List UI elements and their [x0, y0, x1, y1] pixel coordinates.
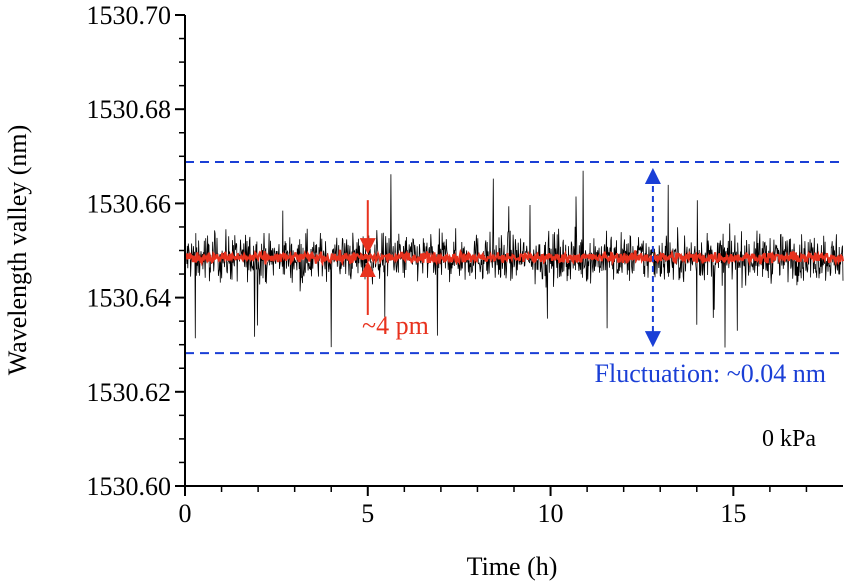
y-tick-label: 1530.66 [87, 189, 172, 218]
x-tick-label: 10 [538, 499, 564, 528]
data-traces [183, 170, 845, 348]
black-trace-series [184, 170, 844, 348]
y-tick-label: 1530.62 [87, 378, 172, 407]
y-tick-label: 1530.70 [87, 1, 172, 30]
red-annotation-label: ~4 pm [362, 311, 429, 340]
y-tick-label: 1530.64 [87, 284, 172, 313]
ticks: 0 5 10 15 1530.60 1530.62 1530.64 1530.66 1530.6… [87, 1, 808, 528]
fluctuation-bounds [185, 160, 843, 355]
annotation-arrows [359, 167, 661, 348]
x-tick-label: 5 [361, 499, 374, 528]
y-tick-label: 1530.60 [87, 472, 172, 501]
red-trace-series [183, 248, 845, 267]
pressure-label: 0 kPa [762, 426, 816, 452]
y-axis-title: Wavelength valley (nm) [3, 125, 32, 376]
blue-annotation-label: Fluctuation: ~0.04 nm [595, 359, 826, 388]
x-axis-title: Time (h) [467, 552, 558, 581]
x-tick-label: 15 [720, 499, 746, 528]
x-tick-label: 0 [179, 499, 192, 528]
y-tick-label: 1530.68 [87, 95, 172, 124]
